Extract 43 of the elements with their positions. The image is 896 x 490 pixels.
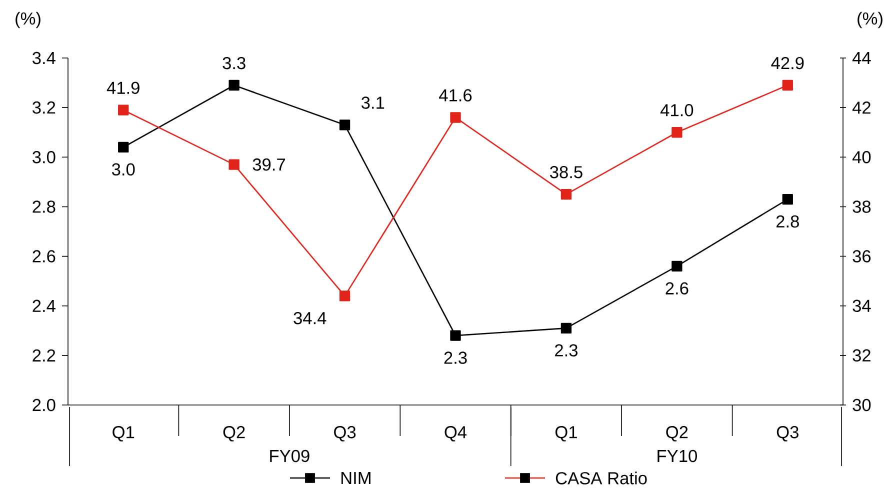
data-label: 2.6 bbox=[666, 282, 688, 295]
data-label: 38.5 bbox=[550, 166, 582, 178]
y2-tick-label: 34 bbox=[852, 300, 871, 312]
y2-tick-label: 32 bbox=[852, 349, 870, 362]
y2-tick-label: 36 bbox=[852, 250, 871, 262]
y2-axis-title: (%) bbox=[858, 12, 882, 28]
y-tick-label: 2.4 bbox=[32, 300, 56, 312]
y-tick-label: 2.6 bbox=[32, 250, 56, 262]
y-tick-label: 2.0 bbox=[32, 398, 56, 412]
x-tick-label: Q3 bbox=[776, 426, 798, 442]
text: FY09 bbox=[270, 450, 310, 462]
x-tick-label: Q2 bbox=[223, 426, 245, 442]
data-label: 42.9 bbox=[771, 56, 804, 70]
y-tick-label: 3.2 bbox=[32, 101, 56, 114]
data-label: 2.3 bbox=[444, 352, 467, 364]
data-label: 2.8 bbox=[776, 215, 799, 228]
y2-tick-label: 44 bbox=[852, 52, 871, 64]
y-tick-label: 2.2 bbox=[32, 349, 56, 362]
y-axis-title: (%) bbox=[16, 12, 40, 28]
data-label: 41.6 bbox=[439, 89, 472, 102]
data-label: 41.9 bbox=[106, 82, 140, 94]
x-tick-label: Q3 bbox=[334, 426, 356, 442]
data-label: 41.0 bbox=[660, 104, 694, 116]
x-tick-label: Q1 bbox=[112, 426, 134, 442]
legend-label: NIM bbox=[341, 472, 370, 484]
data-label: 34.4 bbox=[294, 312, 326, 324]
x-tick-label: Q4 bbox=[444, 426, 467, 442]
y-tick-label: 3.4 bbox=[32, 52, 56, 64]
y-tick-label: 2.8 bbox=[32, 200, 56, 213]
y2-tick-label: 40 bbox=[852, 151, 871, 164]
x-tick-label: Q2 bbox=[666, 426, 688, 442]
x-tick-label: Q1 bbox=[555, 426, 577, 442]
data-label: 3.0 bbox=[112, 163, 135, 176]
data-label: 2.3 bbox=[555, 344, 578, 356]
y-tick-label: 3.0 bbox=[32, 151, 56, 164]
data-label: 3.3 bbox=[222, 56, 246, 70]
y2-tick-label: 30 bbox=[852, 398, 871, 412]
data-label: 3.1 bbox=[362, 96, 384, 109]
data-label: 39.7 bbox=[252, 158, 285, 171]
y2-tick-label: 38 bbox=[852, 200, 871, 213]
legend-label: CASA Ratio bbox=[556, 472, 647, 484]
text: FY10 bbox=[658, 450, 697, 462]
y2-tick-label: 42 bbox=[852, 102, 870, 114]
